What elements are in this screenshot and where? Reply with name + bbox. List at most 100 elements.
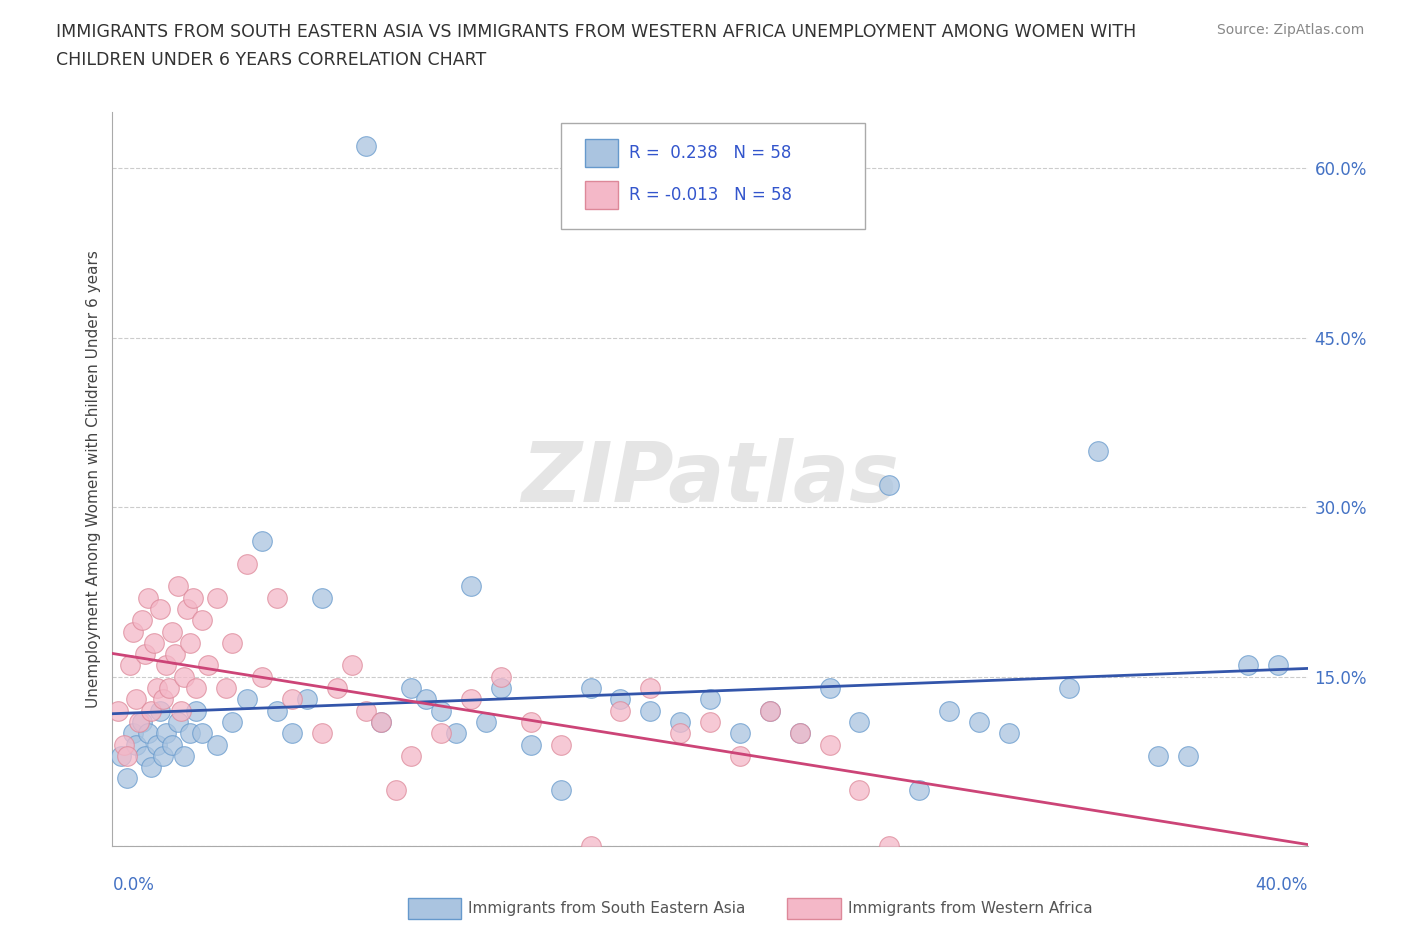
Point [1057, 681, 1080, 696]
Point [356, 138, 378, 153]
Point [122, 725, 145, 740]
FancyBboxPatch shape [585, 180, 619, 208]
Point [1177, 749, 1199, 764]
Point [430, 725, 453, 740]
Text: R = -0.013   N = 58: R = -0.013 N = 58 [628, 186, 792, 204]
Point [669, 725, 692, 740]
Point [131, 613, 153, 628]
Point [122, 624, 145, 639]
Text: ZIPatlas: ZIPatlas [522, 438, 898, 520]
Point [181, 591, 204, 605]
Point [759, 703, 782, 718]
Point [155, 658, 177, 673]
Point [117, 771, 139, 786]
Point [155, 725, 177, 740]
Point [1147, 749, 1170, 764]
Point [401, 681, 423, 696]
Point [475, 714, 498, 729]
Point [1267, 658, 1289, 673]
Point [938, 703, 960, 718]
Point [489, 681, 512, 696]
FancyBboxPatch shape [561, 123, 866, 229]
Point [134, 749, 156, 764]
Point [818, 737, 841, 752]
Point [998, 725, 1021, 740]
Text: 0.0%: 0.0% [112, 876, 155, 894]
Point [640, 681, 662, 696]
Point [197, 658, 219, 673]
Text: 40.0%: 40.0% [1256, 876, 1308, 894]
Point [114, 737, 135, 752]
Point [699, 692, 721, 707]
Point [1237, 658, 1260, 673]
Text: Immigrants from South Eastern Asia: Immigrants from South Eastern Asia [468, 901, 745, 916]
Point [138, 725, 160, 740]
Point [141, 703, 163, 718]
Point [311, 725, 333, 740]
Text: IMMIGRANTS FROM SOUTH EASTERN ASIA VS IMMIGRANTS FROM WESTERN AFRICA UNEMPLOYMEN: IMMIGRANTS FROM SOUTH EASTERN ASIA VS IM… [56, 23, 1136, 41]
Point [728, 725, 751, 740]
Point [401, 749, 423, 764]
FancyBboxPatch shape [585, 139, 619, 166]
Point [173, 749, 195, 764]
Point [149, 703, 172, 718]
Text: R =  0.238   N = 58: R = 0.238 N = 58 [628, 144, 792, 162]
Point [385, 782, 408, 797]
Point [236, 692, 259, 707]
Point [848, 714, 870, 729]
Point [609, 703, 631, 718]
Text: Source: ZipAtlas.com: Source: ZipAtlas.com [1216, 23, 1364, 37]
Point [173, 670, 195, 684]
Point [908, 782, 931, 797]
Point [444, 725, 467, 740]
Point [221, 714, 243, 729]
Point [152, 692, 174, 707]
Point [325, 681, 347, 696]
Point [191, 613, 214, 628]
Point [107, 703, 129, 718]
Point [236, 556, 259, 571]
Point [146, 737, 169, 752]
Point [550, 737, 572, 752]
Point [550, 782, 572, 797]
Point [215, 681, 238, 696]
Point [789, 725, 811, 740]
Point [128, 714, 150, 729]
Point [356, 703, 378, 718]
Point [149, 602, 172, 617]
Point [879, 477, 901, 492]
Point [250, 670, 273, 684]
Point [759, 703, 782, 718]
Point [669, 714, 692, 729]
Point [415, 692, 437, 707]
Point [131, 714, 153, 729]
Point [205, 591, 228, 605]
Point [967, 714, 990, 729]
Point [266, 703, 288, 718]
Point [141, 760, 163, 775]
Point [579, 681, 602, 696]
Point [157, 681, 180, 696]
Point [165, 646, 187, 661]
Point [281, 692, 304, 707]
Point [266, 591, 288, 605]
Point [162, 737, 183, 752]
Point [311, 591, 333, 605]
Point [186, 703, 208, 718]
Point [162, 624, 183, 639]
Point [848, 782, 870, 797]
Point [370, 714, 392, 729]
Point [370, 714, 392, 729]
Point [520, 737, 543, 752]
Y-axis label: Unemployment Among Women with Children Under 6 years: Unemployment Among Women with Children U… [86, 250, 101, 708]
Point [146, 681, 169, 696]
Point [1087, 444, 1109, 458]
Point [205, 737, 228, 752]
Point [460, 578, 482, 593]
Point [295, 692, 318, 707]
Point [179, 725, 201, 740]
Point [430, 703, 453, 718]
Text: CHILDREN UNDER 6 YEARS CORRELATION CHART: CHILDREN UNDER 6 YEARS CORRELATION CHART [56, 51, 486, 69]
Point [138, 591, 160, 605]
Text: Immigrants from Western Africa: Immigrants from Western Africa [848, 901, 1092, 916]
